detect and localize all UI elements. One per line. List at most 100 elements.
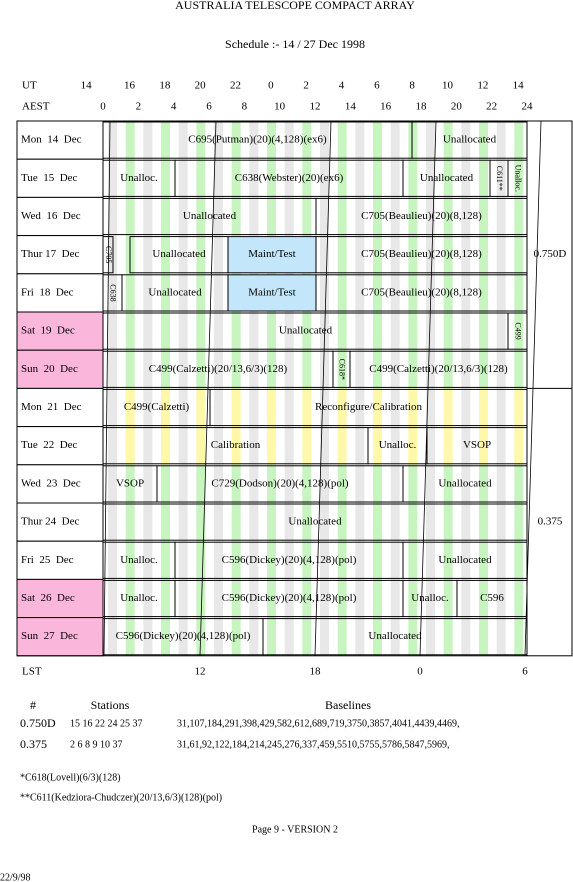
ut-tick: 0 — [268, 80, 274, 92]
stripe — [178, 235, 188, 274]
stripe — [320, 350, 329, 389]
stripe — [214, 312, 223, 351]
day-label: Mon 21 Dec — [21, 401, 82, 413]
stripe — [479, 350, 488, 389]
stripe — [231, 121, 241, 160]
lst-line — [419, 120, 437, 656]
stripe — [320, 121, 329, 160]
stripe — [249, 159, 259, 198]
ut-tick: 12 — [477, 80, 488, 92]
stripe — [461, 197, 471, 236]
stripe — [514, 388, 524, 427]
table-header: Stations — [91, 698, 130, 712]
stripe — [390, 426, 400, 465]
stripe — [284, 350, 294, 389]
stripe — [284, 197, 294, 236]
stripe — [267, 426, 276, 465]
block-label: Unalloc. — [379, 439, 417, 451]
stripe — [355, 617, 365, 656]
stripe — [125, 388, 135, 427]
stripe — [320, 426, 329, 465]
day-cell — [16, 235, 104, 275]
stripe — [284, 503, 294, 542]
lst-line — [314, 120, 332, 656]
stripe — [390, 617, 400, 656]
stripe — [373, 464, 382, 503]
stripe — [443, 312, 453, 351]
stripe — [337, 312, 347, 351]
stripe — [161, 273, 170, 312]
stripe — [443, 617, 453, 656]
stripe — [267, 350, 276, 389]
stripe — [302, 121, 312, 160]
stripe — [125, 426, 135, 465]
block-label: C618* — [338, 359, 347, 380]
stripe — [125, 617, 135, 656]
stripe — [373, 579, 382, 618]
aest-tick: 0 — [100, 101, 106, 113]
ut-tick: 14 — [81, 80, 93, 92]
stripe — [302, 197, 312, 236]
block-label: Unalloc. — [411, 592, 449, 604]
stripe — [355, 273, 365, 312]
stripe — [196, 159, 206, 198]
stripe — [355, 503, 365, 542]
block-label: C499(Calzetti) — [124, 401, 190, 413]
stripe — [496, 617, 506, 656]
stripe — [373, 617, 382, 656]
stripe — [496, 312, 506, 351]
stripe — [161, 350, 170, 389]
table-cell: 0.375 — [20, 737, 47, 751]
stripe — [496, 503, 506, 542]
stripe — [161, 235, 170, 274]
block-label: C729(Dodson)(20)(4,128)(pol) — [211, 477, 349, 489]
stripe — [178, 197, 188, 236]
stripe — [337, 159, 347, 198]
stripe — [355, 235, 365, 274]
stripe — [284, 541, 294, 580]
stripe — [337, 235, 347, 274]
stripe — [108, 388, 117, 427]
stripe — [178, 503, 188, 542]
stripe — [461, 388, 471, 427]
stripe — [108, 197, 117, 236]
block-label: C499(Calzetti)(20/13,6/3)(128) — [369, 363, 508, 375]
stripe — [320, 541, 329, 580]
aest-tick: 2 — [136, 101, 142, 113]
stripe — [337, 121, 347, 160]
block-label: Unallocated — [443, 134, 497, 146]
aest-tick: 18 — [416, 101, 428, 113]
stripe — [302, 464, 312, 503]
stripe — [125, 350, 135, 389]
stripe — [443, 197, 453, 236]
stripe — [426, 503, 435, 542]
stripe — [231, 617, 241, 656]
stripe — [196, 541, 206, 580]
stripe — [267, 617, 276, 656]
block-label: Unalloc. — [120, 592, 158, 604]
stripe — [108, 617, 117, 656]
block-label: Unallocated — [368, 630, 422, 642]
stripe — [125, 197, 135, 236]
table-header: # — [30, 698, 36, 712]
ut-tick: 8 — [409, 80, 415, 92]
stripe — [284, 617, 294, 656]
stripe — [337, 388, 347, 427]
stripe — [161, 579, 170, 618]
stripe — [337, 617, 347, 656]
stripe — [196, 312, 206, 351]
block-label: C638(Webster)(20)(ex6) — [235, 172, 344, 184]
stripe — [320, 464, 329, 503]
stripe — [143, 426, 153, 465]
block-label: Unallocated — [152, 248, 206, 260]
stripe — [390, 159, 400, 198]
aest-tick: 22 — [486, 101, 497, 113]
stripe — [143, 121, 153, 160]
title: AUSTRALIA TELESCOPE COMPACT ARRAY — [175, 0, 415, 12]
stripe — [214, 273, 223, 312]
stripe — [231, 503, 241, 542]
stripe — [267, 159, 276, 198]
stripe — [337, 503, 347, 542]
stripe — [143, 579, 153, 618]
stripe — [302, 312, 312, 351]
